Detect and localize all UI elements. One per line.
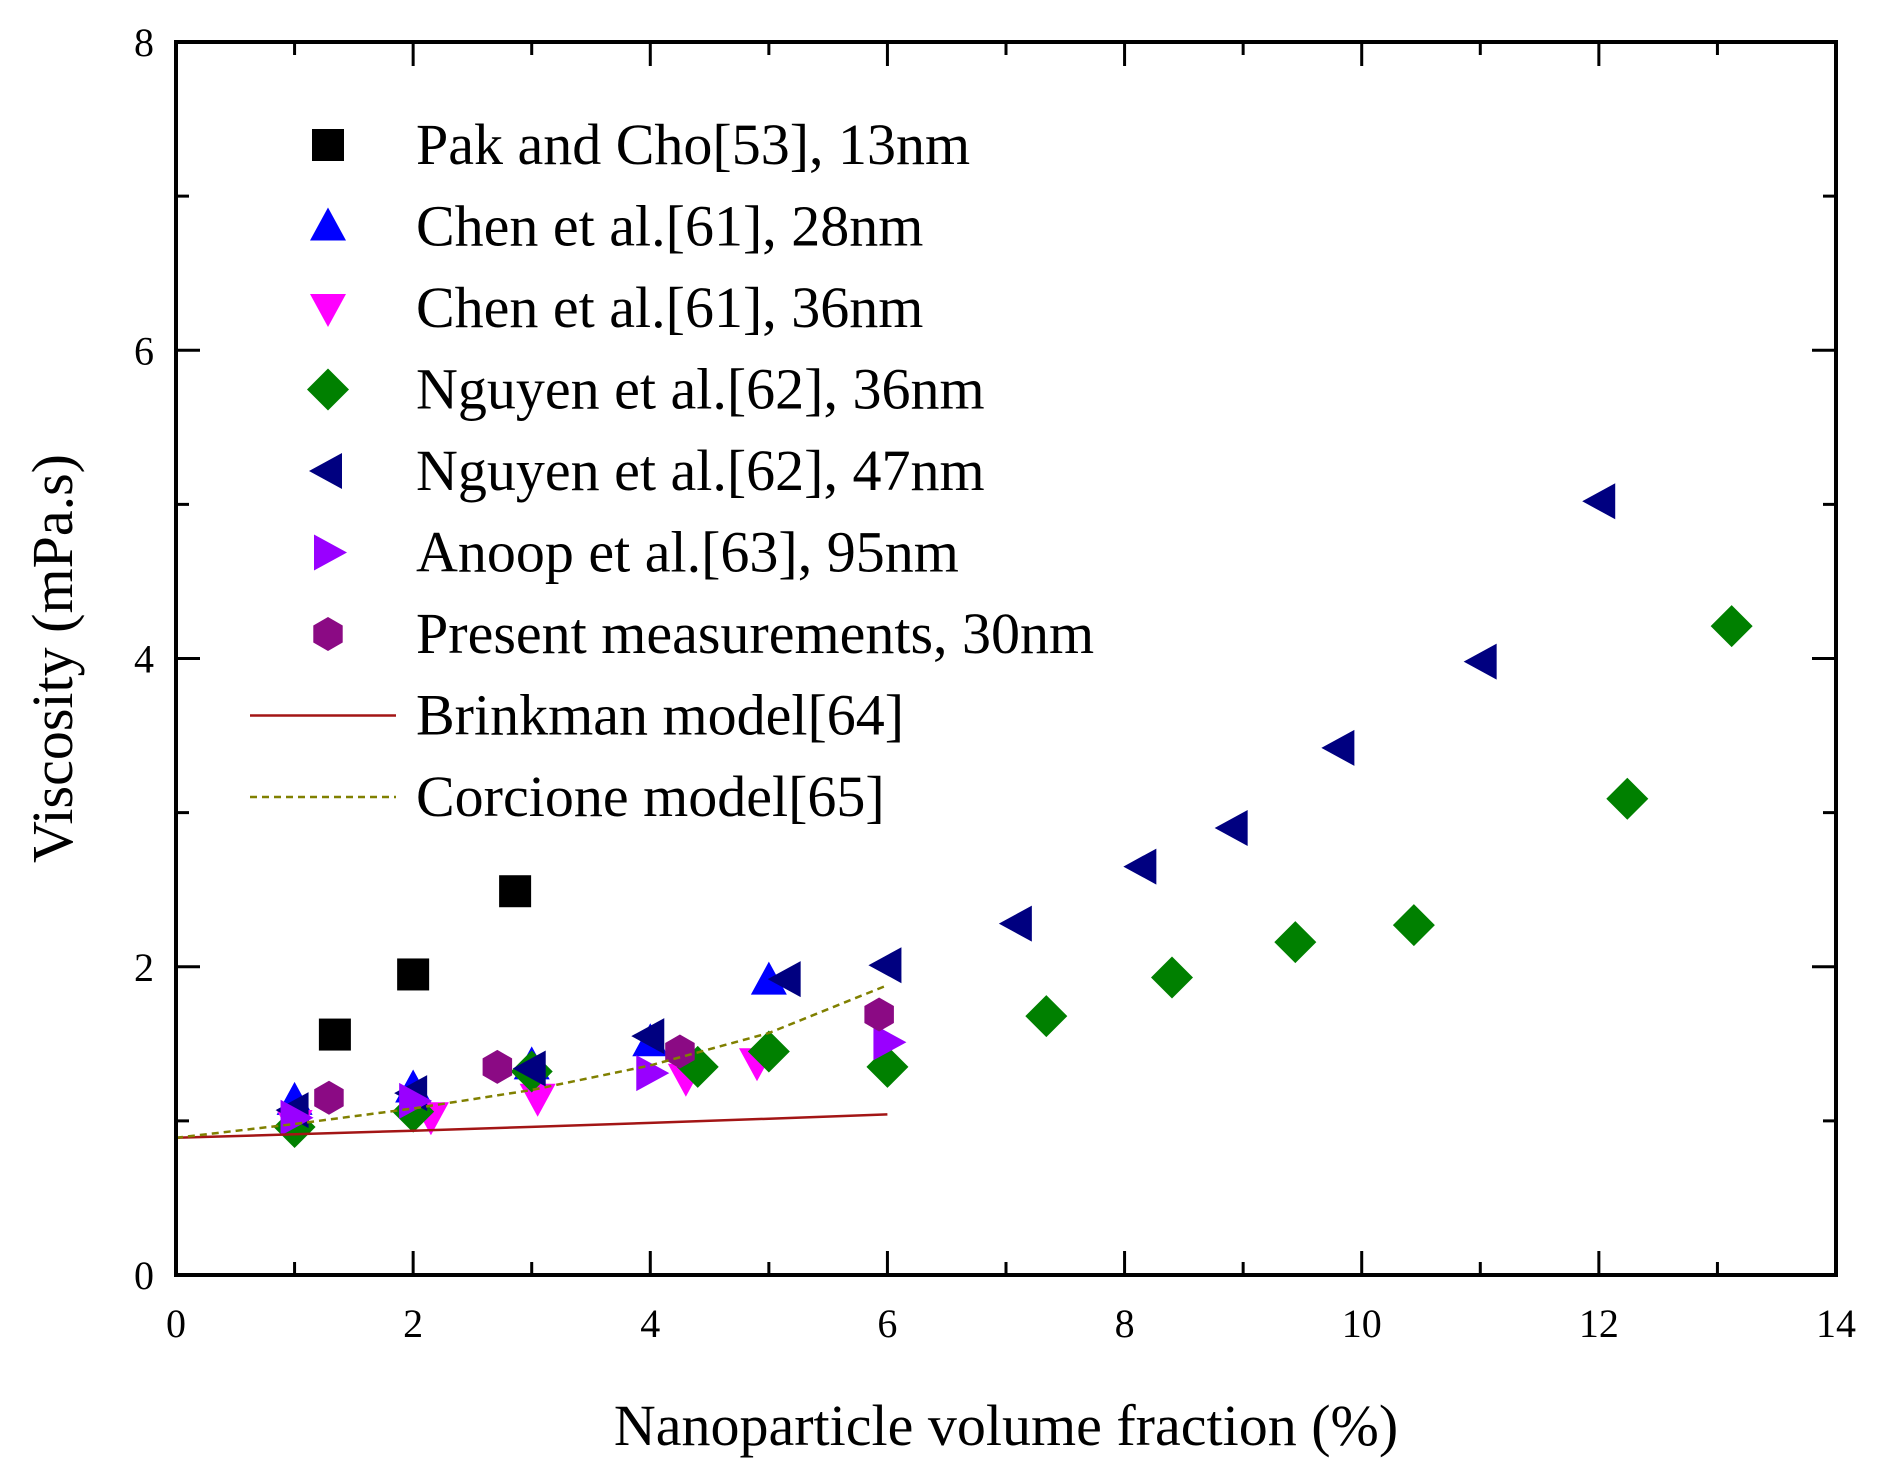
data-point-nguyen-et-al-62-36nm xyxy=(1025,995,1068,1038)
x-tick-label: 2 xyxy=(403,1301,423,1346)
x-tick-label: 14 xyxy=(1816,1301,1856,1346)
data-point-nguyen-et-al-62-47nm xyxy=(512,1050,546,1087)
legend-marker-chen-et-al-61-28nm xyxy=(310,207,346,241)
data-point-chen-et-al-61-28nm xyxy=(750,961,787,995)
legend-marker-anoop-et-al-63-95nm xyxy=(314,534,347,571)
data-point-nguyen-et-al-62-36nm xyxy=(1274,921,1317,964)
legend-label-chen-et-al-61-36nm: Chen et al.[61], 36nm xyxy=(416,275,923,340)
data-point-pak-and-cho-53-13nm xyxy=(499,875,532,908)
data-point-nguyen-et-al-62-36nm xyxy=(1710,605,1753,648)
x-tick-label: 6 xyxy=(877,1301,897,1346)
series-anoop-et-al-63-95nm xyxy=(280,1024,907,1136)
data-point-present-measurements-30nm xyxy=(665,1034,695,1069)
plot-marks xyxy=(175,483,1753,1149)
y-tick-label: 2 xyxy=(134,945,154,990)
data-point-nguyen-et-al-62-47nm xyxy=(767,961,801,998)
legend-label-nguyen-et-al-62-36nm: Nguyen et al.[62], 36nm xyxy=(416,357,985,422)
data-point-present-measurements-30nm xyxy=(314,1080,344,1115)
data-point-nguyen-et-al-62-36nm xyxy=(1151,956,1193,999)
data-point-nguyen-et-al-62-47nm xyxy=(631,1018,665,1055)
data-point-nguyen-et-al-62-47nm xyxy=(1123,848,1157,885)
x-tick-label: 0 xyxy=(166,1301,186,1346)
legend-label-present-measurements-30nm: Present measurements, 30nm xyxy=(416,601,1094,666)
y-tick-label: 0 xyxy=(134,1253,154,1298)
data-point-nguyen-et-al-62-36nm xyxy=(1606,777,1649,820)
data-point-present-measurements-30nm xyxy=(482,1049,513,1084)
data-point-nguyen-et-al-62-47nm xyxy=(1582,483,1616,520)
x-tick-label: 10 xyxy=(1342,1301,1382,1346)
series-line-corcione-model-65 xyxy=(175,984,888,1140)
legend-marker-pak-and-cho-53-13nm xyxy=(312,129,344,161)
x-tick-label: 8 xyxy=(1115,1301,1135,1346)
data-point-anoop-et-al-63-95nm xyxy=(873,1024,907,1061)
x-tick-label: 12 xyxy=(1579,1301,1619,1346)
legend-marker-nguyen-et-al-62-47nm xyxy=(309,453,342,489)
y-axis-title: Viscosity (mPa.s) xyxy=(20,454,85,863)
data-point-nguyen-et-al-62-47nm xyxy=(1463,643,1497,680)
data-point-nguyen-et-al-62-47nm xyxy=(868,947,902,984)
legend-marker-present-measurements-30nm xyxy=(313,617,343,651)
x-axis-title: Nanoparticle volume fraction (%) xyxy=(614,1393,1398,1458)
y-tick-label: 8 xyxy=(134,20,154,65)
series-pak-and-cho-53-13nm xyxy=(318,875,532,1051)
data-point-present-measurements-30nm xyxy=(864,997,894,1032)
data-point-nguyen-et-al-62-47nm xyxy=(1321,729,1355,766)
x-tick-label: 4 xyxy=(640,1301,660,1346)
legend-label-corcione-model-65: Corcione model[65] xyxy=(416,764,885,829)
data-point-nguyen-et-al-62-47nm xyxy=(998,905,1032,942)
data-point-anoop-et-al-63-95nm xyxy=(636,1055,670,1092)
legend-marker-nguyen-et-al-62-36nm xyxy=(307,368,349,411)
legend: Pak and Cho[53], 13nm Chen et al.[61], 28… xyxy=(250,112,1094,829)
axis-ticks: 0 2 4 6 8 10 12 14 0 2 4 6 8 xyxy=(134,20,1856,1346)
legend-marker-chen-et-al-61-36nm xyxy=(310,294,346,327)
data-point-nguyen-et-al-62-36nm xyxy=(747,1030,790,1073)
data-point-pak-and-cho-53-13nm xyxy=(397,958,430,991)
y-tick-label: 6 xyxy=(134,328,154,373)
legend-label-brinkman-model-64: Brinkman model[64] xyxy=(416,683,904,748)
series-line-brinkman-model-64 xyxy=(175,1113,888,1140)
data-point-nguyen-et-al-62-47nm xyxy=(1214,810,1248,847)
data-point-pak-and-cho-53-13nm xyxy=(318,1018,351,1051)
y-tick-label: 4 xyxy=(134,637,154,682)
legend-label-pak-and-cho-53-13nm: Pak and Cho[53], 13nm xyxy=(416,112,970,177)
data-point-nguyen-et-al-62-36nm xyxy=(1392,904,1435,947)
legend-label-chen-et-al-61-28nm: Chen et al.[61], 28nm xyxy=(416,194,923,259)
data-point-anoop-et-al-63-95nm xyxy=(280,1099,314,1136)
legend-label-anoop-et-al-63-95nm: Anoop et al.[63], 95nm xyxy=(416,520,959,585)
data-point-chen-et-al-61-36nm xyxy=(519,1083,556,1117)
series-present-measurements-30nm xyxy=(314,997,894,1115)
legend-label-nguyen-et-al-62-47nm: Nguyen et al.[62], 47nm xyxy=(416,438,985,503)
